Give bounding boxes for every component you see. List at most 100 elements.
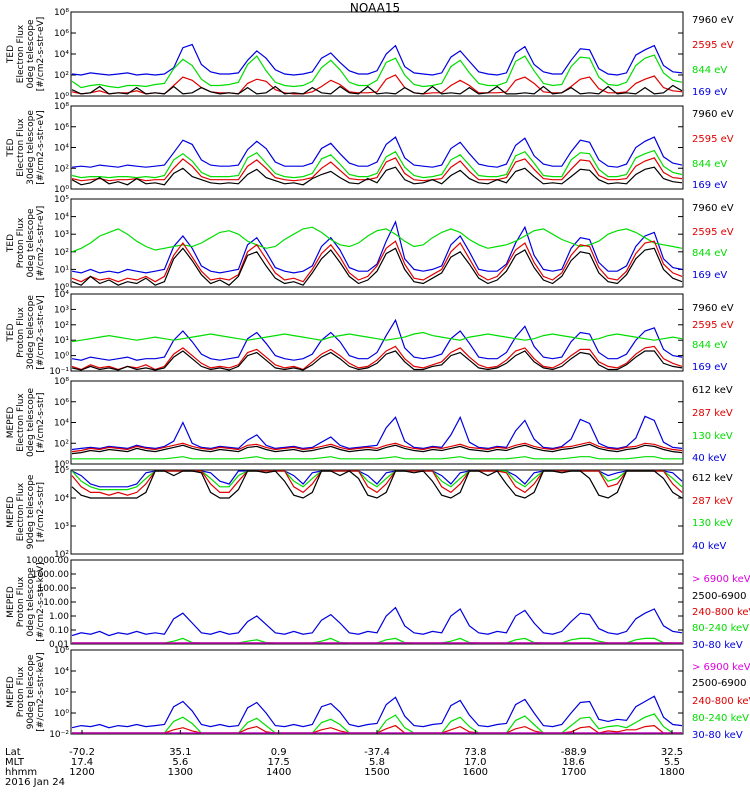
y-tick-label: 10⁴ — [54, 213, 69, 223]
series-line — [71, 84, 683, 95]
x-tick-lat: 32.5 — [661, 747, 683, 758]
legend-entry: 2500-6900 — [692, 591, 747, 602]
y-axis-label: Electron Flux — [16, 118, 26, 177]
y-tick-label: 10000.00 — [26, 556, 69, 566]
legend-entry: 844 eV — [692, 340, 727, 351]
y-tick-label: 10⁶ — [54, 646, 69, 656]
series-line — [71, 43, 683, 76]
panel-frame — [70, 198, 684, 288]
panel-frame — [70, 293, 684, 372]
legend-entry: 287 keV — [692, 408, 733, 419]
y-axis-label: [#/cm2-s-str-eV] — [36, 206, 46, 281]
y-tick-label: 10⁻¹ — [49, 367, 69, 377]
x-tick-hhmm: 1800 — [659, 767, 684, 778]
legend-entry: 130 keV — [692, 431, 733, 442]
y-axis-label: [#/cm2-s-str-eV] — [36, 17, 46, 92]
y-tick-label: 10⁻² — [49, 730, 69, 740]
legend-entry: > 6900 keV — [692, 574, 750, 585]
y-tick-label: 1.00 — [49, 612, 69, 622]
y-tick-label: 10² — [54, 248, 69, 258]
y-tick-label: 10⁵ — [54, 195, 69, 205]
y-axis-label: TED — [6, 138, 16, 157]
x-tick-hhmm: 1600 — [463, 767, 488, 778]
legend-entry: 7960 eV — [692, 203, 734, 214]
x-axis-row-label: Lat — [5, 747, 21, 758]
y-axis-label: Proton Flux — [16, 576, 26, 627]
y-axis-label: [#/cm2-s-str] — [36, 392, 46, 452]
legend-entry: 612 keV — [692, 385, 733, 396]
x-tick-hhmm: 1300 — [168, 767, 193, 778]
y-tick-label: 10⁴ — [54, 50, 69, 60]
y-tick-label: 10⁶ — [54, 29, 69, 39]
series-line — [71, 331, 683, 343]
series-line — [71, 136, 683, 168]
legend-entry: 240-800 keV — [692, 696, 750, 707]
series-line — [71, 149, 683, 179]
legend-entry: > 6900 keV — [692, 662, 750, 673]
legend-entry: 844 eV — [692, 248, 727, 259]
x-tick-mlt: 5.5 — [664, 757, 680, 768]
y-axis-label: [#/cm2-s-str-eV] — [36, 295, 46, 370]
y-axis-label: 90deg telescope — [26, 654, 36, 729]
y-axis-label: MEPED — [6, 676, 16, 708]
y-axis-label: [#/cm2-s-str-eV] — [36, 110, 46, 185]
y-axis-label: Electron Flux — [16, 24, 26, 83]
y-tick-label: 10.00 — [43, 598, 69, 608]
y-axis-label: TED — [6, 45, 16, 64]
x-tick-mlt: 17.0 — [464, 757, 486, 768]
y-tick-label: 10⁰ — [54, 185, 69, 195]
series-line — [71, 226, 683, 253]
legend-entry: 612 keV — [692, 473, 733, 484]
legend-entry: 240-800 keV — [692, 607, 750, 618]
y-tick-label: 10⁴ — [54, 494, 69, 504]
y-axis-label: 0deg telescope — [26, 388, 36, 458]
x-tick-mlt: 17.4 — [71, 757, 93, 768]
legend-entry: 2595 eV — [692, 134, 734, 145]
x-tick-hhmm: 1400 — [266, 767, 291, 778]
x-tick-mlt: 17.5 — [268, 757, 290, 768]
series-line — [71, 74, 683, 95]
x-tick-mlt: 5.6 — [172, 757, 188, 768]
y-tick-label: 10⁴ — [54, 419, 69, 429]
series-line — [71, 606, 683, 637]
panel-frame — [70, 649, 684, 735]
y-axis-label: 90deg telescope — [26, 474, 36, 549]
y-axis-label: 0deg telescope — [26, 19, 36, 89]
legend-entry: 7960 eV — [692, 15, 734, 26]
y-axis-label: Proton Flux — [16, 307, 26, 358]
y-tick-label: 10¹ — [54, 265, 69, 275]
y-tick-label: 10⁶ — [54, 123, 69, 133]
y-tick-label: 100.00 — [38, 584, 70, 594]
y-tick-label: 10² — [54, 688, 69, 698]
y-tick-label: 10² — [54, 164, 69, 174]
y-axis-label: Electron Flux — [16, 393, 26, 452]
y-axis-label: 30deg telescope — [26, 110, 36, 185]
legend-entry: 40 keV — [692, 453, 726, 464]
y-tick-label: 10⁴ — [54, 290, 69, 300]
y-tick-label: 10² — [54, 71, 69, 81]
legend-entry: 169 eV — [692, 87, 727, 98]
series-line — [71, 54, 683, 89]
y-tick-label: 10⁴ — [54, 144, 69, 154]
y-tick-label: 10⁰ — [54, 709, 69, 719]
series-line — [71, 166, 683, 186]
legend-entry: 2500-6900 — [692, 678, 747, 689]
y-axis-label: 0deg telescope — [26, 567, 36, 637]
x-tick-lat: -88.9 — [561, 747, 587, 758]
series-line — [71, 470, 683, 499]
x-tick-lat: -37.4 — [364, 747, 390, 758]
y-axis-label: Electron Flux — [16, 482, 26, 541]
y-tick-label: 0.10 — [49, 626, 69, 636]
y-axis-label: TED — [6, 234, 16, 253]
y-tick-label: 10⁰ — [54, 92, 69, 102]
series-line — [71, 247, 683, 286]
series-line — [71, 443, 683, 455]
legend-entry: 40 keV — [692, 541, 726, 552]
x-tick-lat: 0.9 — [271, 747, 287, 758]
series-line — [71, 350, 683, 371]
series-line — [71, 345, 683, 371]
x-axis-row-label: 2016 Jan 24 — [5, 777, 65, 788]
series-line — [71, 157, 683, 182]
y-axis-label: [#/cm2-s-str-keV] — [36, 562, 46, 641]
